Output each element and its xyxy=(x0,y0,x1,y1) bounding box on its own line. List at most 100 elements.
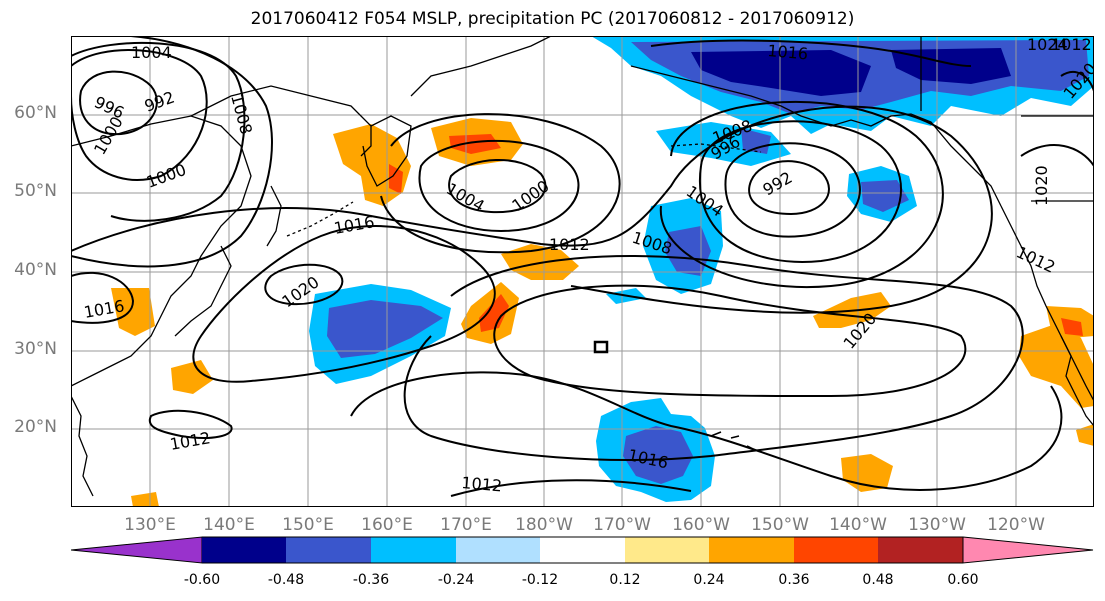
colorbar-tick-label: 0.36 xyxy=(778,572,810,588)
colorbar-tick-label: 0.60 xyxy=(947,572,979,588)
isobars xyxy=(71,36,1094,497)
colorbar-swatch xyxy=(371,537,456,563)
isobar-label: 1004 xyxy=(131,43,172,62)
shade-alaska-neg-strong xyxy=(691,50,871,96)
colorbar-swatch xyxy=(540,537,625,563)
colorbar-swatch xyxy=(286,537,371,563)
lat-label-50n: 50°N xyxy=(14,181,57,201)
isobar-label: 1012 xyxy=(461,473,503,495)
isobar-1012-sub xyxy=(350,371,1063,491)
lat-label-30n: 30°N xyxy=(14,339,57,359)
colorbar-swatch xyxy=(202,537,286,563)
lat-label-60n: 60°N xyxy=(14,103,57,123)
isobar-gulf-low-2 xyxy=(724,142,861,238)
coast-kurils xyxy=(286,201,354,237)
isobar-1012-low xyxy=(450,479,692,497)
precip-shading xyxy=(111,36,1094,507)
coast-westcoast xyxy=(1000,205,1094,402)
map-grid xyxy=(71,36,1094,507)
isobar-label: 1020 xyxy=(1032,165,1051,206)
colorbar-tick-label: -0.48 xyxy=(267,572,305,588)
shade-kamchatka-pos-mid xyxy=(389,164,403,194)
figure-title: 2017060412 F054 MSLP, precipitation PC (… xyxy=(250,9,855,29)
lon-label-170e: 170°E xyxy=(440,515,492,535)
isobar-gulf-low-1 xyxy=(748,160,830,216)
coast-alaska xyxy=(630,65,1002,207)
isobar-label: 1024 xyxy=(1027,36,1068,54)
lon-label-130e: 130°E xyxy=(124,515,176,535)
shade-midpac-neg-mid xyxy=(665,226,711,276)
colorbar-tick-label: -0.60 xyxy=(183,572,221,588)
shade-bering-neg-mid xyxy=(741,128,771,154)
lon-label-160e: 160°E xyxy=(361,515,413,535)
lon-label-160w: 160°W xyxy=(672,515,730,535)
isobar-1016-1 xyxy=(403,255,1024,461)
isobar-nw-low-1 xyxy=(79,70,158,136)
isobar-1008-west xyxy=(71,271,135,324)
isobar-label: 1016 xyxy=(767,41,809,63)
shade-baja-pos-mid xyxy=(1061,318,1083,336)
colorbar-swatch xyxy=(625,537,709,563)
colorbar-tick-label: 0.24 xyxy=(693,572,725,588)
isobar-nw-low-2 xyxy=(71,49,208,181)
lon-label-180w: 180°W xyxy=(515,515,573,535)
colorbar-swatch xyxy=(794,537,878,563)
map-panel: 1004 996 992 1008 1000 1000 1004 1000 10… xyxy=(71,36,1094,507)
lon-label-120w: 120°W xyxy=(987,515,1045,535)
lon-label-170w: 170°W xyxy=(593,515,651,535)
isobar-nw-low-3 xyxy=(71,41,246,222)
isobar-nw-low-4 xyxy=(71,36,273,268)
coast-chukotka xyxy=(410,36,552,97)
coast-japan xyxy=(174,245,232,337)
colorbar-tick-label: 0.12 xyxy=(609,572,641,588)
colorbar-swatch xyxy=(709,537,794,563)
colorbar-extend-high xyxy=(962,536,1094,564)
shade-japan-pos-2 xyxy=(171,360,213,394)
shade-hawaii-neg-mid xyxy=(623,426,693,484)
coast-philippines xyxy=(71,395,94,497)
map-canvas: 1004 996 992 1008 1000 1000 1004 1000 10… xyxy=(71,36,1094,507)
shade-bering-pos-mid xyxy=(449,134,501,154)
isobar-label: 1012 xyxy=(1051,36,1092,54)
colorbar-tick-label: 0.48 xyxy=(862,572,894,588)
lon-label-150e: 150°E xyxy=(282,515,334,535)
isobar-bering-low-1 xyxy=(448,158,547,214)
shade-japan-pos xyxy=(111,288,155,336)
isobar-gulf-low-3 xyxy=(698,120,902,263)
shade-dateline-pos-mid xyxy=(479,294,509,332)
coast-sakhalin xyxy=(266,185,282,247)
coast-mexico xyxy=(1060,335,1094,427)
shade-small-pos-1 xyxy=(131,492,159,507)
lat-label-40n: 40°N xyxy=(14,260,57,280)
lon-label-140w: 140°W xyxy=(829,515,887,535)
colorbar-tick-label: -0.36 xyxy=(352,572,390,588)
coast-siberia xyxy=(190,85,372,157)
isobar-small-high xyxy=(593,340,609,354)
isobar-1020-1 xyxy=(493,284,967,398)
shade-baja-pos xyxy=(1019,322,1094,408)
colorbar-tick-label: -0.12 xyxy=(521,572,559,588)
coast-kamchatka xyxy=(362,115,412,187)
colorbar-extend-low xyxy=(71,536,203,564)
isobar-1020-west xyxy=(264,263,344,306)
isobar-label: 1012 xyxy=(549,235,590,254)
shade-gulf-neg-mid xyxy=(861,180,909,212)
isobar-1020-east-2 xyxy=(1060,71,1094,92)
isobar-gulf-low-4 xyxy=(659,100,944,288)
lon-label-140e: 140°E xyxy=(203,515,255,535)
colorbar-swatch xyxy=(878,537,963,563)
lon-label-150w: 150°W xyxy=(751,515,809,535)
lon-label-130w: 130°W xyxy=(908,515,966,535)
shade-wpac-neg-mid xyxy=(327,300,443,358)
isobar-bering-low-3 xyxy=(380,113,621,254)
isobar-bering-low-2 xyxy=(418,139,580,233)
colorbar xyxy=(71,536,1094,564)
isobar-1016-2 xyxy=(192,225,496,383)
colorbar-swatch xyxy=(456,537,540,563)
isobar-1016-alaska xyxy=(650,39,972,67)
colorbar-tick-label: -0.24 xyxy=(437,572,475,588)
lat-label-20n: 20°N xyxy=(14,417,57,437)
isobar-1020-east xyxy=(1020,144,1094,167)
isobar-1012-big xyxy=(71,105,993,314)
isobar-1012-west xyxy=(148,409,233,439)
